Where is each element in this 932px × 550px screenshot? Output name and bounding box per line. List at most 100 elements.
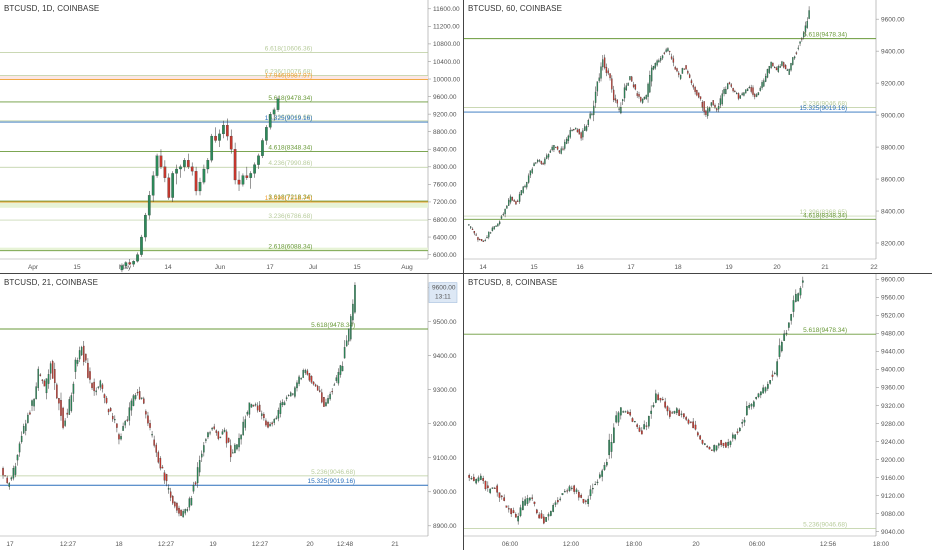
y-tick-label: 8900.00 <box>433 523 457 530</box>
candle <box>202 164 206 185</box>
candle <box>182 509 184 518</box>
candle <box>612 85 615 103</box>
candle <box>192 481 195 494</box>
candle <box>712 100 714 106</box>
candle <box>276 96 280 112</box>
y-tick-label: 9280.00 <box>881 421 905 428</box>
candle <box>610 433 613 459</box>
candle <box>43 379 46 387</box>
candle <box>167 173 171 200</box>
x-tick-label: 14 <box>164 264 172 271</box>
candle <box>601 468 604 482</box>
candle <box>566 488 569 494</box>
candle <box>292 393 294 396</box>
candle <box>752 400 755 409</box>
candle <box>354 282 356 314</box>
candle <box>12 465 15 481</box>
candle <box>620 102 622 115</box>
candle <box>801 276 804 288</box>
candle <box>591 483 594 494</box>
candle <box>66 408 68 418</box>
candle <box>72 381 75 402</box>
y-tick-label: 11600.00 <box>433 6 460 13</box>
candle <box>331 388 333 395</box>
candle <box>198 455 201 477</box>
candle <box>799 286 802 299</box>
candle <box>174 501 176 509</box>
candle <box>725 86 727 95</box>
candle <box>717 442 720 449</box>
candle <box>565 137 568 145</box>
candle <box>573 128 575 131</box>
candle <box>27 412 29 424</box>
candle <box>151 171 155 202</box>
candle <box>203 442 205 457</box>
y-tick-label: 8800.00 <box>881 144 905 151</box>
y-tick-label: 10400.00 <box>433 59 460 66</box>
candle <box>573 484 576 495</box>
x-tick-label: 20 <box>773 264 781 271</box>
candle <box>563 489 566 493</box>
candle <box>161 464 164 469</box>
candle <box>745 401 748 416</box>
candle <box>347 328 350 345</box>
candle <box>524 184 526 188</box>
candle <box>138 386 141 400</box>
y-tick-label: 8200.00 <box>881 240 905 247</box>
candle <box>708 106 711 112</box>
candle <box>18 441 21 457</box>
candle <box>582 128 584 141</box>
chart-pane-1[interactable]: BTCUSD, 1D, COINBASE 11600.00 11200.00 1080… <box>0 0 463 273</box>
candle <box>546 153 548 160</box>
candle <box>575 487 578 494</box>
candle <box>33 398 35 411</box>
fib-level-label: 5.618(9478.34) <box>311 322 355 329</box>
candle <box>549 149 552 153</box>
x-tick-label: 16 <box>576 264 584 271</box>
fib-level-label: 5.236(9046.68) <box>311 469 355 476</box>
chart-pane-2[interactable]: BTCUSD, 60, COINBASE 9600.00 9400.00 9200.0… <box>464 0 932 273</box>
candle <box>213 423 215 431</box>
candle <box>498 220 501 226</box>
chart-pane-3[interactable]: BTCUSD, 21, COINBASE 9600.00 9500.00 9400.0… <box>0 274 463 550</box>
candle <box>736 428 739 435</box>
candle <box>778 338 781 360</box>
candle <box>656 59 658 67</box>
candle <box>281 399 284 408</box>
candle <box>111 412 114 422</box>
candle <box>250 403 253 408</box>
pane-divider-vertical[interactable] <box>463 0 464 550</box>
candle <box>136 252 139 263</box>
candle <box>143 396 145 405</box>
candle <box>275 415 278 420</box>
candle <box>748 85 751 89</box>
candle <box>222 120 225 139</box>
chart-pane-4[interactable]: BTCUSD, 8, COINBASE 9600.00 9560.00 9520.00… <box>464 274 932 550</box>
candle <box>159 149 163 170</box>
candle <box>650 64 653 87</box>
candle <box>591 113 593 116</box>
candle <box>640 96 642 103</box>
candle <box>101 382 104 393</box>
candle <box>233 142 237 185</box>
candle <box>694 85 696 95</box>
candle <box>643 420 646 430</box>
pane-divider-horizontal[interactable] <box>0 273 932 274</box>
y-tick-label: 9400.00 <box>433 353 457 360</box>
candle <box>577 489 580 501</box>
y-tick-label: 9560.00 <box>881 295 905 302</box>
candle <box>538 159 541 163</box>
candle <box>576 128 579 133</box>
y-tick-label: 7200.00 <box>433 199 457 206</box>
candle <box>561 493 564 496</box>
candle <box>2 466 4 479</box>
y-tick-label: 9500.00 <box>433 319 457 326</box>
candle <box>253 162 256 178</box>
candle <box>542 161 544 165</box>
candle <box>244 415 247 431</box>
candle <box>310 375 313 384</box>
candle <box>755 93 758 98</box>
candle <box>722 442 725 449</box>
candle <box>724 441 727 448</box>
fib-level-label: 6.236(10076.68) <box>265 69 313 76</box>
